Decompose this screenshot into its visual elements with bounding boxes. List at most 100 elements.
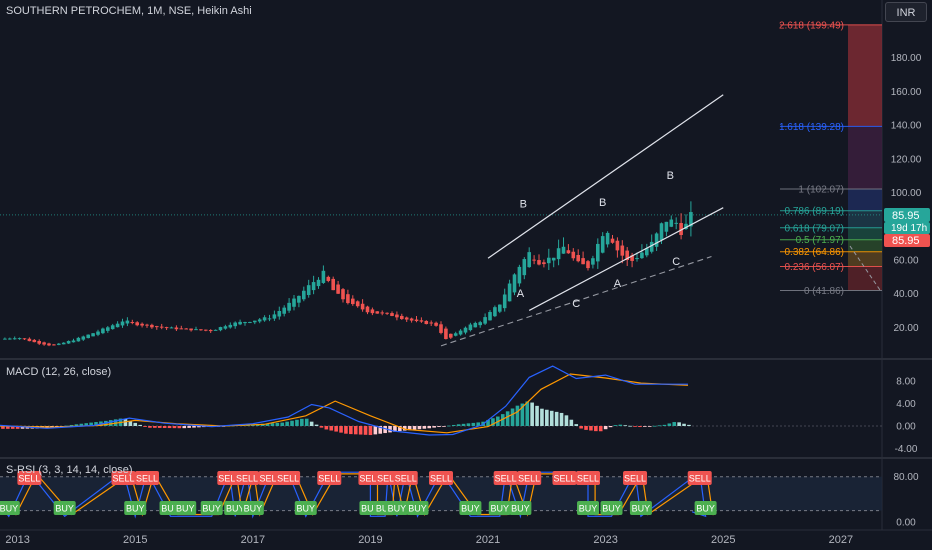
buy-signal-label: BUY — [696, 504, 715, 514]
candle-body — [537, 260, 541, 265]
macd-histogram-bar — [339, 426, 343, 433]
macd-histogram-bar — [510, 408, 515, 426]
macd-histogram-bar — [608, 426, 613, 428]
time-tick-label: 2023 — [593, 534, 617, 546]
fib-level-label: 1 (102.07) — [798, 185, 844, 196]
macd-histogram-bar — [535, 405, 539, 426]
buy-signal-label: BUY — [408, 504, 427, 514]
macd-histogram-bar — [584, 426, 588, 430]
buy-signal-badge — [241, 501, 264, 515]
sell-signal-badge — [493, 471, 518, 485]
candle-body — [424, 320, 429, 325]
candle-body — [434, 322, 438, 326]
candle-body — [277, 310, 282, 317]
candle-body — [155, 326, 159, 328]
buy-signal-badge — [224, 501, 247, 515]
wave-label: C — [672, 256, 680, 268]
candle-body — [150, 324, 154, 328]
macd-histogram-bar — [647, 426, 652, 427]
macd-histogram-bar — [378, 426, 383, 434]
candle-body — [586, 261, 590, 269]
fib-level-label: 0.786 (89.19) — [785, 206, 845, 217]
sell-signal-label: SELL — [136, 474, 158, 484]
last-price-tag — [884, 208, 930, 222]
srsi-k-line — [0, 469, 707, 519]
candle-body — [375, 311, 380, 314]
macd-histogram-bar — [373, 426, 378, 435]
sell-signal-label: SELL — [236, 474, 258, 484]
sell-signal-label: SELL — [624, 474, 646, 484]
macd-histogram-bar — [515, 405, 520, 426]
candle-body — [532, 259, 536, 261]
macd-histogram-bar — [500, 414, 505, 426]
sell-signal-label: SELL — [318, 474, 340, 484]
candle-body — [316, 279, 321, 287]
buy-signal-label: BUY — [632, 504, 651, 514]
candle-body — [130, 322, 135, 324]
price-tick-label: 160.00 — [891, 87, 922, 98]
candle-body — [238, 321, 242, 325]
candle-body — [17, 338, 22, 340]
macd-histogram-bar — [451, 424, 456, 426]
sell-signal-badge — [552, 471, 577, 485]
macd-histogram-bar — [300, 418, 304, 426]
macd-histogram-bar — [407, 426, 412, 431]
candle-body — [498, 304, 502, 312]
sell-signal-badge — [517, 471, 542, 485]
macd-histogram-bar — [319, 426, 324, 428]
macd-histogram-bar — [304, 418, 309, 426]
candle-body — [380, 312, 384, 314]
candle-body — [101, 328, 105, 334]
macd-histogram-bar — [94, 422, 98, 426]
candle-body — [164, 327, 169, 329]
macd-histogram-bar — [613, 425, 618, 426]
buy-signal-badge — [694, 501, 717, 515]
macd-histogram-bar — [554, 411, 559, 426]
candle-body — [488, 312, 492, 321]
candle-body — [395, 314, 399, 318]
sell-signal-label: SELL — [277, 474, 299, 484]
candle-body — [253, 320, 257, 323]
candle-body — [684, 223, 688, 230]
macd-histogram-bar — [525, 401, 530, 426]
buy-signal-label: BUY — [579, 504, 598, 514]
buy-signal-label: BUY — [161, 504, 180, 514]
macd-histogram-bar — [133, 422, 138, 426]
fib-zone — [848, 239, 882, 252]
macd-histogram-bar — [148, 426, 152, 428]
price-tick-label: 120.00 — [891, 154, 922, 165]
candle-body — [204, 329, 208, 331]
candle-body — [610, 238, 615, 243]
candle-body — [12, 338, 17, 340]
macd-histogram-bar — [623, 425, 628, 427]
macd-histogram-bar — [657, 425, 662, 427]
macd-histogram-bar — [447, 425, 451, 427]
candle-body — [145, 324, 149, 326]
macd-histogram-bar — [569, 419, 574, 426]
macd-histogram-bar — [290, 420, 294, 426]
candle-body — [199, 329, 203, 331]
macd-histogram-bar — [505, 411, 510, 426]
candle-body — [478, 322, 482, 326]
candle-body — [213, 329, 218, 331]
macd-histogram-bar — [353, 426, 358, 435]
macd-histogram-bar — [589, 426, 593, 431]
macd-tick-label: 4.00 — [896, 399, 916, 410]
time-tick-label: 2013 — [5, 534, 29, 546]
macd-histogram-bar — [486, 419, 490, 426]
candle-body — [669, 219, 674, 227]
candle-body — [120, 321, 125, 326]
macd-histogram-bar — [574, 424, 579, 426]
candle-body — [409, 318, 414, 321]
candle-body — [115, 323, 120, 328]
candle-body — [468, 324, 473, 331]
candle-body — [522, 259, 527, 276]
buy-signal-badge — [600, 501, 623, 515]
candle-body — [174, 327, 179, 330]
currency-button[interactable]: INR — [885, 2, 927, 22]
sell-signal-label: SELL — [395, 474, 417, 484]
price-tick-label: 60.00 — [893, 255, 918, 266]
sell-signal-badge — [276, 471, 301, 485]
chart-title: SOUTHERN PETROCHEM, 1M, NSE, Heikin Ashi — [6, 5, 252, 17]
